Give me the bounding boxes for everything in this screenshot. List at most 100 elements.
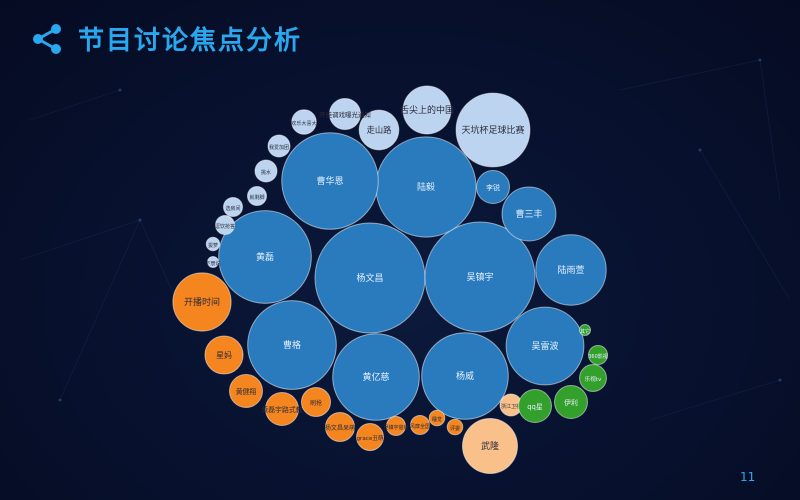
bubble-label: 挑水 bbox=[261, 169, 271, 176]
bubble-label: 曹格 bbox=[283, 339, 301, 351]
bubble-circle bbox=[409, 414, 431, 436]
bubble-circle bbox=[462, 418, 518, 474]
bubble-label: 杨威 bbox=[456, 370, 474, 382]
bubble-label: 黄磊 bbox=[256, 251, 274, 263]
bubble: 拔萝 bbox=[205, 236, 221, 252]
bubble-label: 黄健翔 bbox=[236, 387, 257, 396]
bubble: 睡觉 bbox=[428, 409, 446, 427]
bubble: 伊利 bbox=[554, 385, 588, 419]
bubble-circle bbox=[579, 364, 607, 392]
bubble-label: 黄磊宇路式教 bbox=[261, 405, 302, 414]
bubble-label: 吴镇宇 bbox=[466, 271, 493, 283]
bubble-circle bbox=[501, 186, 557, 242]
bubble: 其它 bbox=[579, 324, 591, 336]
page-title: 节目讨论焦点分析 bbox=[78, 26, 303, 56]
bubble-label: 睡觉 bbox=[432, 416, 442, 423]
bubble-label: 李锐 bbox=[486, 183, 500, 192]
bubble: 舌尖上的中国 bbox=[400, 85, 454, 135]
bubble-circle bbox=[214, 214, 236, 236]
bubble: 杨文昌呆萌 bbox=[324, 411, 356, 443]
bubble: 曹华恩 bbox=[281, 132, 379, 230]
bubble-circle bbox=[428, 409, 446, 427]
bubble: 开挂调戏曝光通知 bbox=[319, 97, 371, 131]
bubble: 星妈 bbox=[204, 335, 244, 375]
bubble-circle bbox=[281, 132, 379, 230]
share-nodes-icon bbox=[33, 23, 61, 54]
bubble: 逗饮抢答 bbox=[214, 214, 236, 236]
bubble-circle bbox=[421, 332, 509, 420]
bubble-circle bbox=[229, 374, 263, 408]
bubble: 吴镇宇爸爸 bbox=[383, 415, 409, 437]
bubble-circle bbox=[324, 411, 356, 443]
bubble: 挑水 bbox=[254, 159, 278, 183]
bubble-circle bbox=[518, 389, 552, 423]
bubble-label: 下册说 bbox=[205, 260, 220, 267]
bubble: 下册说 bbox=[205, 256, 221, 268]
bubble-circle bbox=[246, 185, 268, 207]
bubble-label: 吴镇宇爸爸 bbox=[383, 424, 408, 431]
bubble: grace丑萌 bbox=[356, 423, 384, 451]
bubble-circle bbox=[204, 335, 244, 375]
bubble: 吴雷波 bbox=[505, 306, 585, 386]
bubble: 黄磊 bbox=[218, 210, 312, 304]
bubble-circle bbox=[207, 256, 219, 268]
bubble-label: grace丑萌 bbox=[356, 434, 383, 442]
bubble-circle bbox=[267, 134, 291, 158]
page-number: 11 bbox=[740, 470, 756, 484]
bubble-label: 其它 bbox=[580, 328, 590, 335]
bubble-label: 杨文昌 bbox=[356, 272, 383, 284]
bubble-label: 开挂调戏曝光通知 bbox=[319, 110, 371, 119]
bubble: 欢乐大喜大 bbox=[291, 109, 317, 135]
bubble-circle bbox=[424, 221, 536, 333]
bubble-circle bbox=[535, 234, 607, 306]
bubble-circle bbox=[218, 210, 312, 304]
bubble: 黄亿慈 bbox=[332, 333, 420, 421]
bubble-label: 评委 bbox=[450, 425, 460, 432]
bubble-circle bbox=[265, 392, 299, 426]
bubble-circle bbox=[554, 385, 588, 419]
bubble: 360影视 bbox=[587, 344, 609, 366]
bubble: 陆雨萱 bbox=[535, 234, 607, 306]
bubble: 就剩脚 bbox=[246, 185, 268, 207]
bubble: 黄磊宇路式教 bbox=[261, 392, 303, 426]
bubble-circle bbox=[579, 324, 591, 336]
bubble-label: 星妈 bbox=[216, 350, 232, 360]
bubble: qq星 bbox=[518, 389, 552, 423]
bubble-circle bbox=[254, 159, 278, 183]
bubble-label: 选房间 bbox=[225, 205, 240, 212]
bubble-circle bbox=[332, 333, 420, 421]
bubble: 黄健翔 bbox=[229, 374, 263, 408]
bubble-label: 就剩脚 bbox=[249, 194, 264, 201]
bubble-circle bbox=[247, 300, 337, 390]
bubble-label: 舌尖上的中国 bbox=[400, 104, 454, 116]
bubble-label: 走山路 bbox=[367, 125, 393, 135]
bubble-circle bbox=[358, 109, 400, 151]
bubble-circle bbox=[476, 170, 510, 204]
bubble: 天坑杯足球比赛 bbox=[455, 92, 531, 168]
bubble: 风靡全国 bbox=[409, 414, 431, 436]
bubble-label: 乐视tv bbox=[585, 375, 602, 383]
bubble-label: 黄亿慈 bbox=[362, 371, 389, 383]
bubble: 曹三丰 bbox=[501, 186, 557, 242]
bubble-label: 武隆 bbox=[481, 440, 499, 452]
bubble-label: 我爱加团 bbox=[269, 144, 289, 151]
bubble: 乐视tv bbox=[579, 364, 607, 392]
bubble-label: 曹三丰 bbox=[515, 208, 542, 220]
bubble-label: 伊利 bbox=[564, 398, 578, 407]
bubble: 走山路 bbox=[358, 109, 400, 151]
bubble-circle bbox=[402, 85, 452, 135]
bubble: 吴镇宇 bbox=[424, 221, 536, 333]
bubble: 评委 bbox=[446, 418, 464, 436]
header: 节目讨论焦点分析 bbox=[30, 20, 302, 57]
bubble-label: 陆雨萱 bbox=[557, 264, 584, 276]
bubble-circle bbox=[291, 109, 317, 135]
bubble-circle bbox=[300, 386, 332, 418]
bubble-label: 吴雷波 bbox=[531, 340, 558, 352]
bubble-circle bbox=[385, 415, 407, 437]
bubble-label: 开播时间 bbox=[184, 296, 220, 308]
bubble: 陆毅 bbox=[375, 136, 477, 238]
bubble-label: 刷抢 bbox=[310, 399, 322, 407]
bubble-label: 360影视 bbox=[588, 353, 608, 360]
